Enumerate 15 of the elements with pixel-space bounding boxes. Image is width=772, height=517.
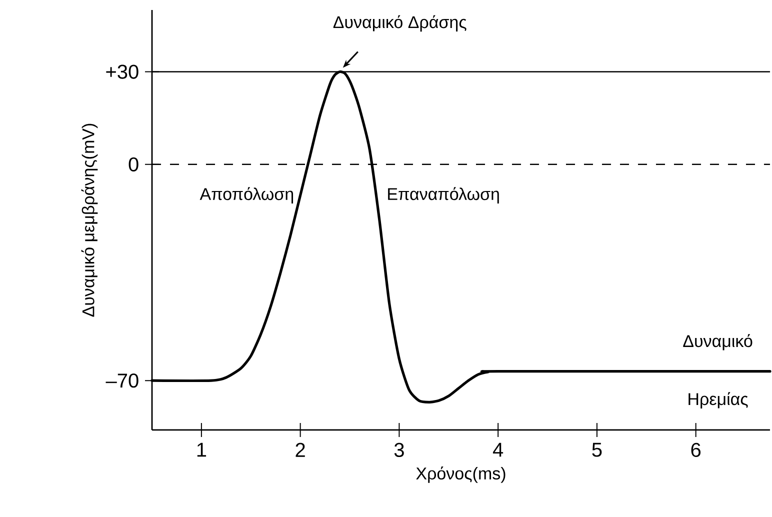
- x-tick-label: 5: [592, 442, 602, 457]
- x-tick-label: 4: [492, 442, 504, 457]
- y-tick-label: +30: [106, 64, 138, 79]
- x-tick-label: 3: [394, 442, 404, 458]
- x-axis-title: Χρόνος(ms): [416, 466, 506, 483]
- y-axis-title: Δυναμικό μεμβράνης(mV): [81, 124, 98, 317]
- x-tick-label: 2: [296, 442, 305, 457]
- y-tick-label: 0: [128, 157, 138, 172]
- annotation: Δυναμικό Δράσης: [333, 15, 466, 32]
- annotation: Επαναπόλωση: [388, 187, 499, 204]
- annotation: Αποπόλωση: [200, 187, 294, 204]
- x-tick-label: 1: [197, 442, 206, 457]
- y-tick-label: –70: [106, 374, 138, 388]
- x-tick-label: 6: [691, 442, 701, 458]
- text: Δυναμικό Ηρεμίας: [683, 334, 752, 408]
